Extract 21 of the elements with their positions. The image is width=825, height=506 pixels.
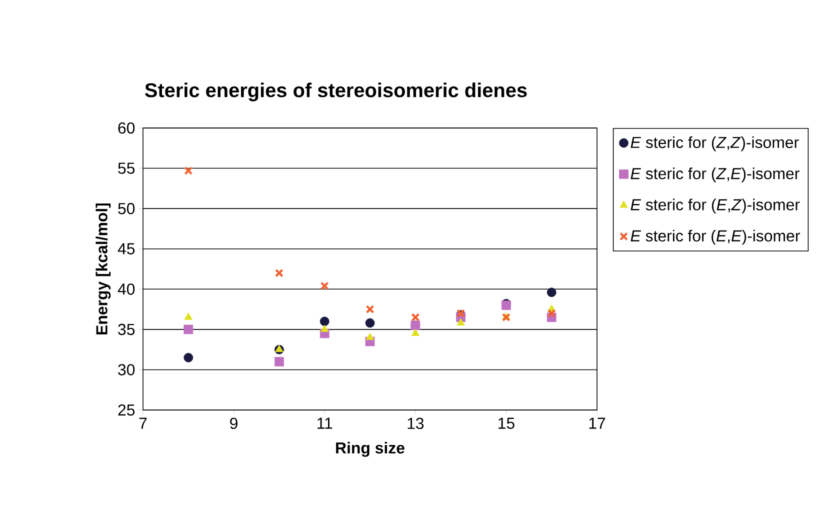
y-tick-label: 55 <box>118 162 135 174</box>
y-tick-label: 40 <box>118 284 135 295</box>
y-tick-label: 45 <box>118 243 135 254</box>
y-tick-label: 35 <box>118 324 135 336</box>
legend-label: E steric for (Z,E)-isomer <box>630 168 800 182</box>
y-tick-label: 30 <box>118 364 135 376</box>
x-tick-label: 9 <box>230 418 238 430</box>
legend-label: E steric for (Z,Z)-isomer <box>630 136 799 152</box>
y-tick-label: 50 <box>118 202 135 214</box>
chart-title: Steric energies of stereoisomeric dienes <box>144 82 527 102</box>
x-tick-label: 17 <box>589 418 606 429</box>
x-axis-title: Ring size <box>336 442 404 457</box>
x-tick-label: 7 <box>139 418 147 429</box>
x-tick-label: 15 <box>498 418 514 429</box>
y-axis-title: Energy [kcal/mol] <box>96 203 111 334</box>
y-tick-label: 25 <box>118 404 135 416</box>
legend-label: E steric for (E,Z)-isomer <box>630 198 800 214</box>
y-tick-label: 60 <box>118 122 135 134</box>
x-tick-label: 11 <box>318 418 332 429</box>
x-tick-label: 13 <box>408 418 424 430</box>
legend-label: E steric for (E,E)-isomer <box>630 230 800 245</box>
